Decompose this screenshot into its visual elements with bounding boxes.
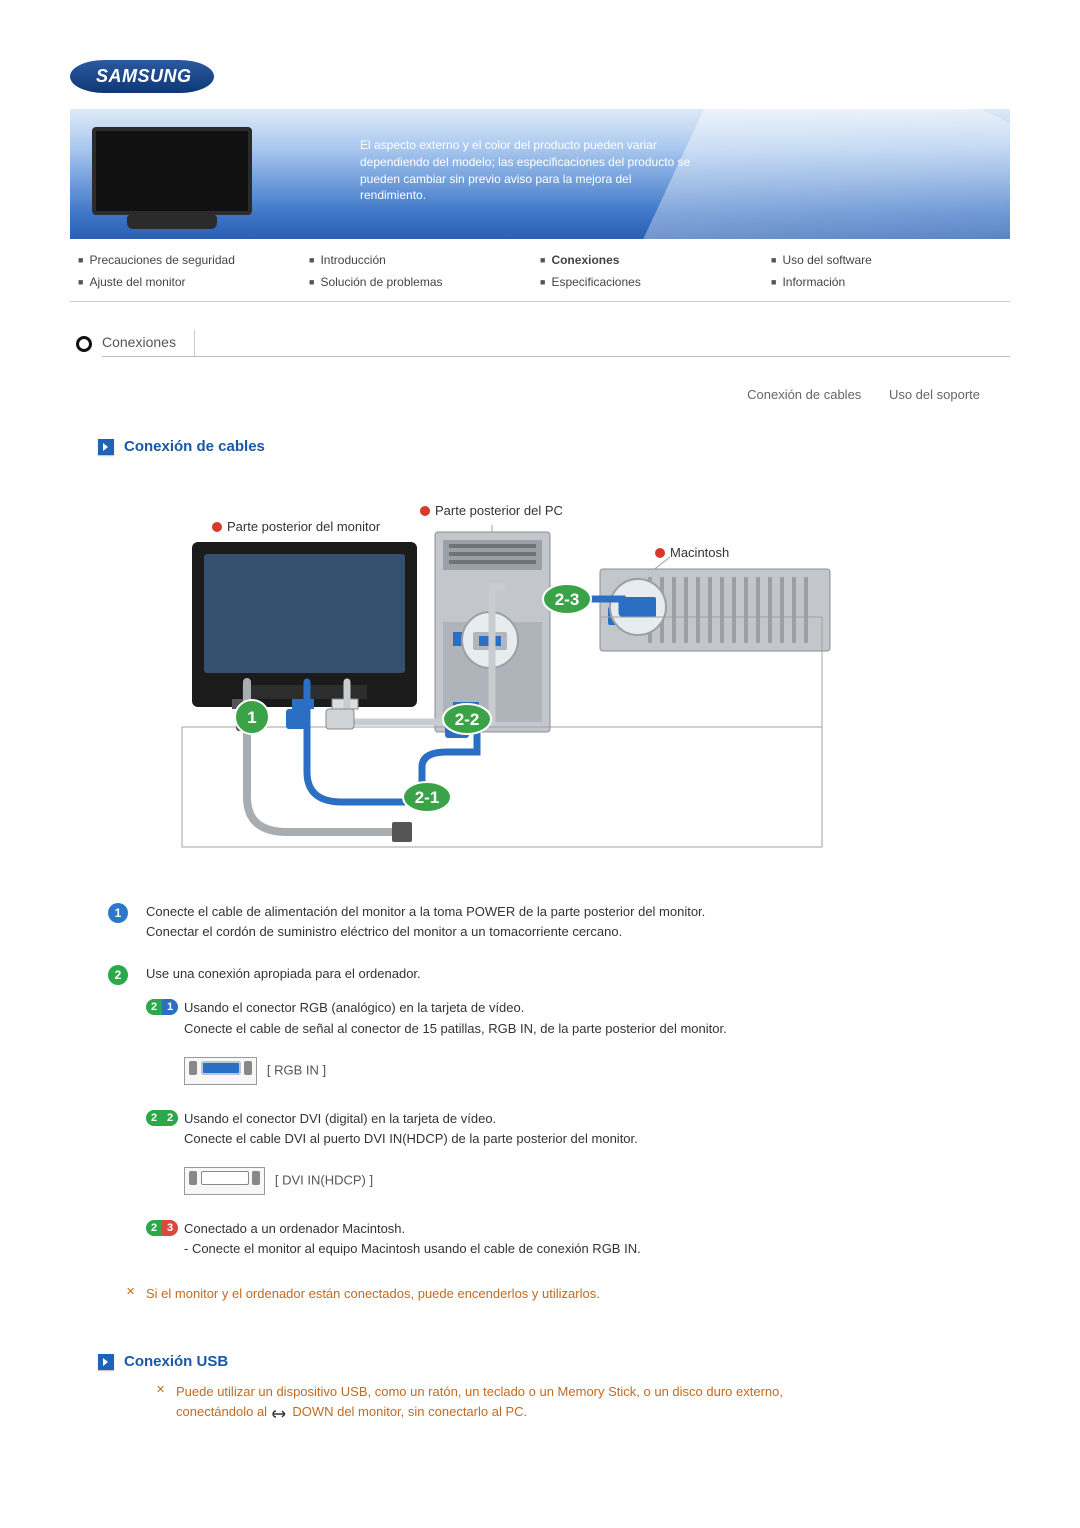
section-conexion-usb: Conexión USB Puede utilizar un dispositi… xyxy=(70,1353,1010,1421)
usb-note-part-b: DOWN del monitor, sin conectarlo al PC. xyxy=(292,1404,527,1419)
nav-uso-software[interactable]: Uso del software xyxy=(771,249,1002,271)
section-title-usb: Conexión USB xyxy=(124,1353,228,1370)
substep-2-2-line-2: Conecte el cable DVI al puerto DVI IN(HD… xyxy=(184,1131,638,1146)
section-title: Conexión de cables xyxy=(124,438,265,455)
breadcrumb-rule xyxy=(195,330,1010,357)
substep-2-1-line-1: Usando el conector RGB (analógico) en la… xyxy=(184,1000,524,1015)
nav-informacion[interactable]: Información xyxy=(771,271,1002,293)
substep-2-3-line-2: - Conecte el monitor al equipo Macintosh… xyxy=(184,1241,641,1256)
step-1-badge: 1 xyxy=(108,903,128,923)
breadcrumb-label: Conexiones xyxy=(102,330,195,357)
badge-2-2: 2 2 xyxy=(146,1110,178,1126)
connection-diagram: Parte posterior del monitor Parte posteri… xyxy=(152,467,852,862)
step-1-line-2: Conectar el cordón de suministro eléctri… xyxy=(146,924,622,939)
dvi-port-icon xyxy=(184,1167,265,1195)
nav-precauciones[interactable]: Precauciones de seguridad xyxy=(78,249,309,271)
substep-2-3: 2 3 Conectado a un ordenador Macintosh. … xyxy=(146,1219,828,1259)
badge-2-3: 2 3 xyxy=(146,1220,178,1236)
substep-2-3-line-1: Conectado a un ordenador Macintosh. xyxy=(184,1221,405,1236)
rgb-port-label: [ RGB IN ] xyxy=(267,1062,326,1077)
hero-disclaimer-text: El aspecto externo y el color del produc… xyxy=(360,137,700,204)
dvi-port-label: [ DVI IN(HDCP) ] xyxy=(275,1173,373,1188)
breadcrumb-icon xyxy=(76,336,92,352)
nav-solucion-problemas[interactable]: Solución de problemas xyxy=(309,271,540,293)
hero-monitor-image xyxy=(92,127,252,215)
breadcrumb: Conexiones xyxy=(70,330,1010,357)
usb-note: Puede utilizar un dispositivo USB, como … xyxy=(156,1382,816,1421)
substep-2-2: 2 2 Usando el conector DVI (digital) en … xyxy=(146,1109,828,1195)
nav-ajuste-monitor[interactable]: Ajuste del monitor xyxy=(78,271,309,293)
substep-2-1-line-2: Conecte el cable de señal al conector de… xyxy=(184,1021,727,1036)
svg-text:2-1: 2-1 xyxy=(415,788,440,807)
subtab-uso-soporte[interactable]: Uso del soporte xyxy=(889,387,980,402)
usb-down-icon xyxy=(271,1406,289,1418)
step-2: 2 Use una conexión apropiada para el ord… xyxy=(108,964,828,1303)
section-arrow-icon xyxy=(98,1354,114,1370)
hero-banner: El aspecto externo y el color del produc… xyxy=(70,109,1010,239)
step-2-intro: Use una conexión apropiada para el orden… xyxy=(146,966,421,981)
svg-text:Macintosh: Macintosh xyxy=(670,545,729,560)
nav-conexiones[interactable]: Conexiones xyxy=(540,249,771,271)
svg-text:Parte posterior del monitor: Parte posterior del monitor xyxy=(227,519,381,534)
main-nav: Precauciones de seguridad Introducción C… xyxy=(70,239,1010,302)
section-conexion-cables: Conexión de cables Parte posterior del m… xyxy=(70,438,1010,1303)
svg-text:2-2: 2-2 xyxy=(455,710,480,729)
sub-tabs: Conexión de cables Uso del soporte xyxy=(70,357,1010,402)
instruction-steps: 1 Conecte el cable de alimentación del m… xyxy=(108,902,828,1303)
step-2-note: Si el monitor y el ordenador están conec… xyxy=(126,1284,828,1304)
step-1-line-1: Conecte el cable de alimentación del mon… xyxy=(146,904,705,919)
badge-2-1: 2 1 xyxy=(146,999,178,1015)
step-1: 1 Conecte el cable de alimentación del m… xyxy=(108,902,828,942)
svg-text:2-3: 2-3 xyxy=(555,590,580,609)
svg-text:1: 1 xyxy=(247,708,256,727)
section-arrow-icon xyxy=(98,439,114,455)
subtab-conexion-cables[interactable]: Conexión de cables xyxy=(747,387,861,402)
svg-text:Parte posterior del PC: Parte posterior del PC xyxy=(435,503,563,518)
nav-especificaciones[interactable]: Especificaciones xyxy=(540,271,771,293)
brand-logo: SAMSUNG xyxy=(70,60,214,93)
rgb-port-icon xyxy=(184,1057,257,1085)
substep-2-2-line-1: Usando el conector DVI (digital) en la t… xyxy=(184,1111,496,1126)
nav-introduccion[interactable]: Introducción xyxy=(309,249,540,271)
step-2-badge: 2 xyxy=(108,965,128,985)
substep-2-1: 2 1 Usando el conector RGB (analógico) e… xyxy=(146,998,828,1084)
